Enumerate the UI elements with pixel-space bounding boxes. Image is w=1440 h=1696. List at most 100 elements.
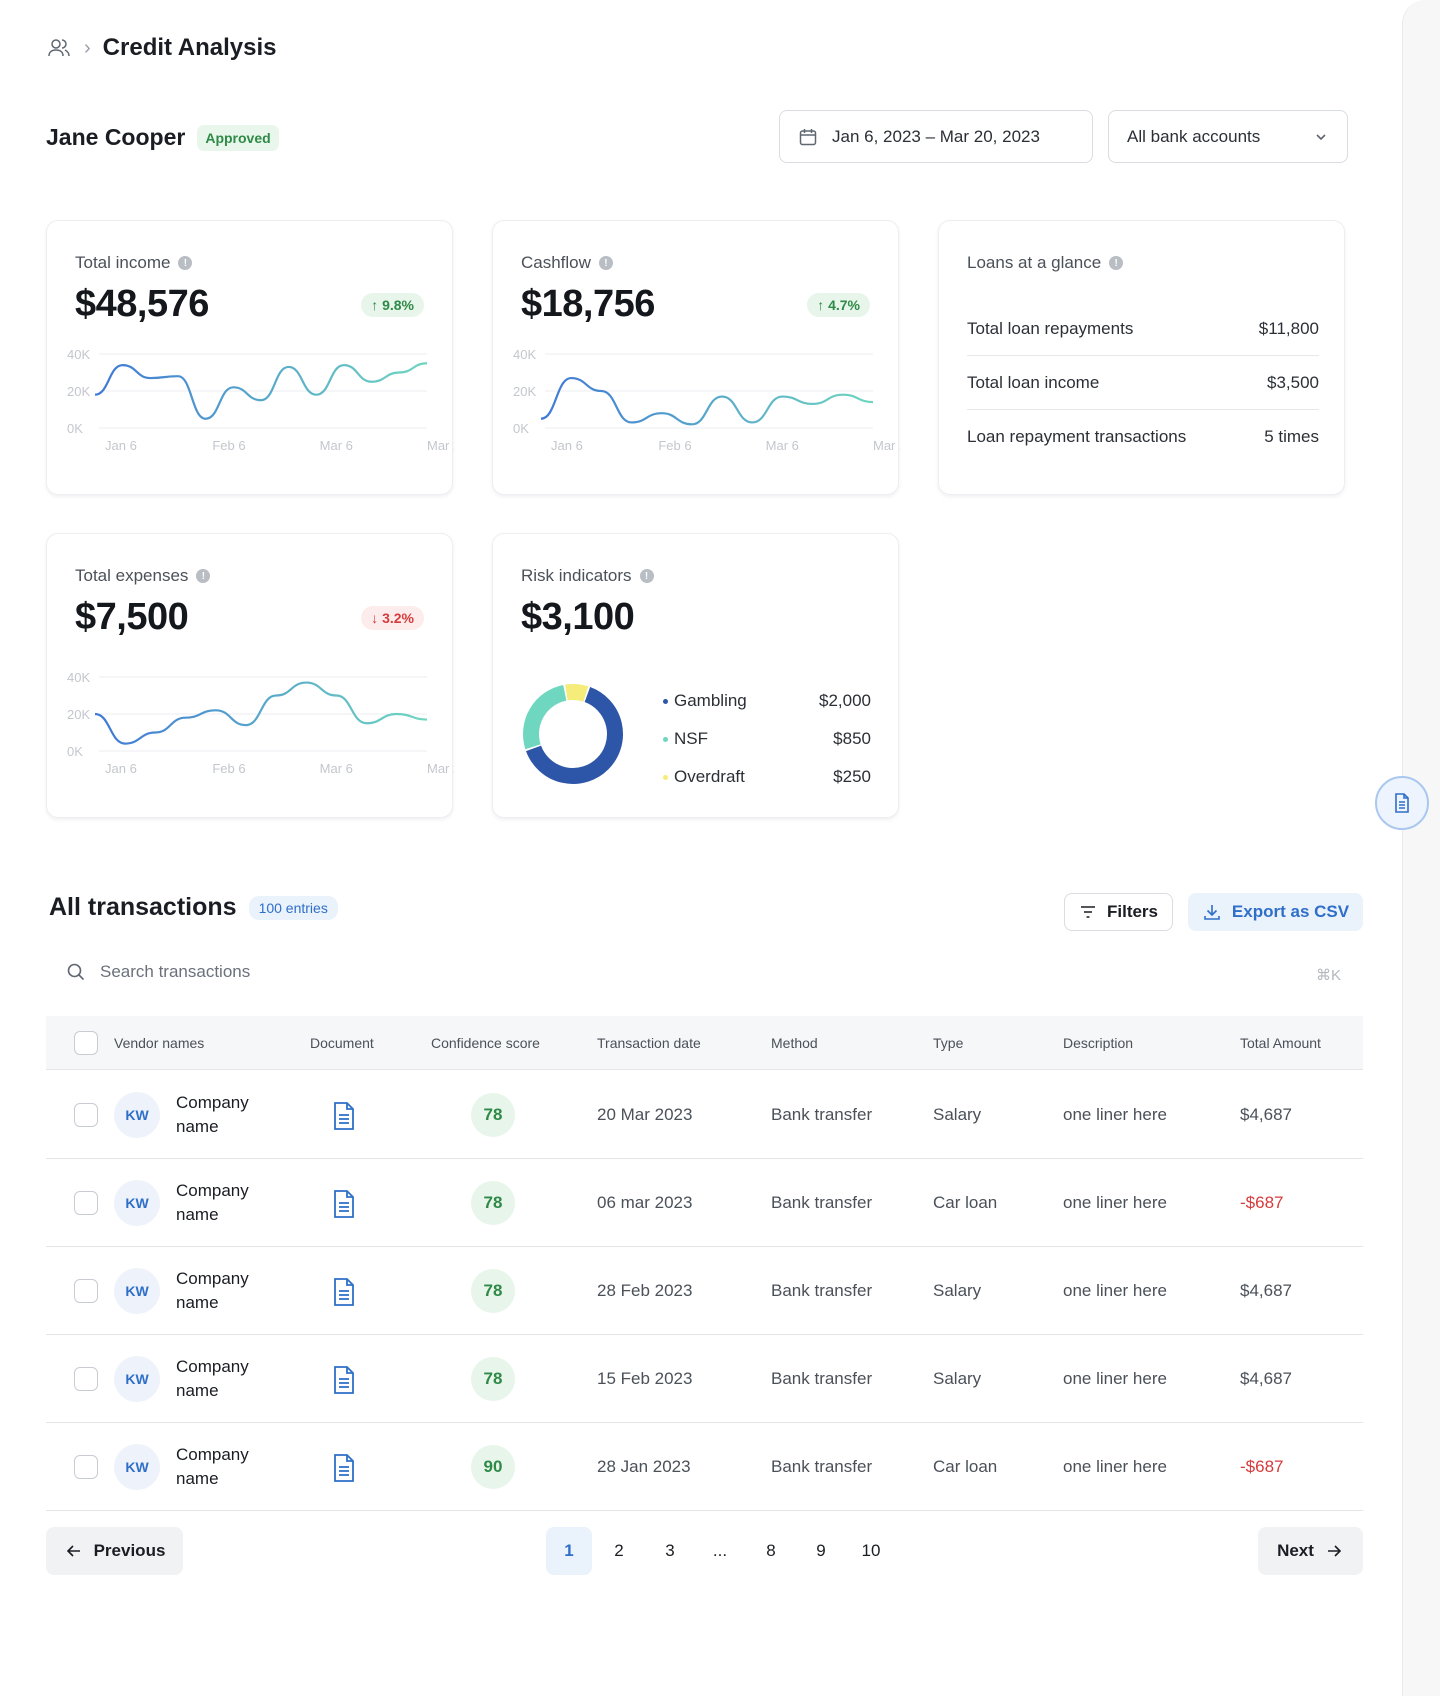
row-checkbox[interactable] <box>74 1103 98 1127</box>
risk-indicators-card: Risk indicators! $3,100 Gambling $2,000 N… <box>492 533 899 818</box>
x-tick-label: Jan 6 <box>105 438 137 453</box>
info-icon[interactable]: ! <box>178 256 193 270</box>
confidence-score: 90 <box>471 1445 515 1489</box>
table-row[interactable]: KW Company name 78 15 Feb 2023 Bank transfer… <box>46 1335 1363 1423</box>
col-confidence[interactable]: Confidence score <box>431 1035 540 1051</box>
donut-slice-nsf <box>523 684 567 750</box>
col-method[interactable]: Method <box>771 1035 818 1051</box>
avatar: KW <box>114 1092 160 1138</box>
info-icon[interactable]: ! <box>598 256 613 270</box>
info-icon[interactable]: ! <box>639 569 654 583</box>
page-9[interactable]: 9 <box>816 1541 826 1560</box>
page-8[interactable]: 8 <box>766 1541 776 1560</box>
page-1[interactable]: 1 <box>546 1527 592 1575</box>
y-tick-label: 0K <box>67 421 83 436</box>
x-tick-label: Mar 6 <box>766 438 799 453</box>
total-income-label: Total income! <box>75 253 193 273</box>
divider <box>967 355 1319 356</box>
col-amount[interactable]: Total Amount <box>1240 1035 1321 1051</box>
date-range-label: Jan 6, 2023 – Mar 20, 2023 <box>832 126 1040 146</box>
row-checkbox[interactable] <box>74 1279 98 1303</box>
series-line <box>540 376 874 426</box>
vendor-name: Company name <box>176 1093 249 1136</box>
total-amount: -$687 <box>1240 1193 1284 1212</box>
type: Car loan <box>933 1457 998 1476</box>
search-placeholder: Search transactions <box>100 962 251 981</box>
col-type[interactable]: Type <box>933 1035 964 1051</box>
legend-overdraft: Overdraft $250 <box>663 767 871 787</box>
series-line <box>94 681 428 745</box>
document-panel-button[interactable] <box>1375 776 1429 830</box>
method: Bank transfer <box>771 1281 873 1300</box>
x-tick-label: Jan 6 <box>551 438 583 453</box>
info-icon[interactable]: ! <box>196 569 211 583</box>
chevron-down-icon <box>1316 133 1326 140</box>
document-icon[interactable] <box>330 1277 358 1312</box>
previous-page-button[interactable]: Previous <box>46 1527 183 1575</box>
table-row[interactable]: KW Company name 90 28 Jan 2023 Bank transfer… <box>46 1423 1363 1511</box>
cashflow-value: $18,756 <box>521 283 655 325</box>
total-amount: -$687 <box>1240 1457 1284 1476</box>
transaction-date: 28 Feb 2023 <box>597 1281 693 1300</box>
search-input[interactable]: Search transactions <box>66 962 250 982</box>
avatar: KW <box>114 1444 160 1490</box>
x-tick-label: Mar 20 <box>873 438 900 453</box>
document-icon[interactable] <box>330 1365 358 1400</box>
col-document[interactable]: Document <box>310 1035 374 1051</box>
total-expenses-label: Total expenses! <box>75 566 211 586</box>
document-icon[interactable] <box>330 1453 358 1488</box>
confidence-score: 78 <box>471 1181 515 1225</box>
method: Bank transfer <box>771 1105 873 1124</box>
total-amount: $4,687 <box>1240 1281 1292 1300</box>
donut-slice-gambling <box>526 687 623 784</box>
filters-button[interactable]: Filters <box>1064 893 1173 931</box>
transaction-date: 28 Jan 2023 <box>597 1457 691 1476</box>
total-expenses-trend: ↓ 3.2% <box>361 606 424 630</box>
page-3[interactable]: 3 <box>665 1541 675 1560</box>
table-row[interactable]: KW Company name 78 28 Feb 2023 Bank transfer… <box>46 1247 1363 1335</box>
download-icon <box>1204 905 1220 920</box>
transactions-title: All transactions <box>49 893 237 921</box>
chevron-right-icon: › <box>84 36 91 59</box>
y-tick-label: 0K <box>513 421 529 436</box>
transactions-header: All transactions 100 entries <box>49 893 338 922</box>
col-date[interactable]: Transaction date <box>597 1035 701 1051</box>
page-2[interactable]: 2 <box>614 1541 624 1560</box>
next-page-button[interactable]: Next <box>1258 1527 1363 1575</box>
applicant-header: Jane Cooper Approved <box>46 124 279 151</box>
col-vendor[interactable]: Vendor names <box>114 1035 205 1051</box>
col-description[interactable]: Description <box>1063 1035 1134 1051</box>
loan-row-transactions: Loan repayment transactions 5 times <box>967 427 1319 446</box>
x-tick-label: Mar 6 <box>320 761 353 776</box>
total-amount: $4,687 <box>1240 1369 1292 1388</box>
row-checkbox[interactable] <box>74 1191 98 1215</box>
page-title: Credit Analysis <box>102 34 277 61</box>
x-tick-label: Mar 6 <box>320 438 353 453</box>
x-tick-label: Mar 20 <box>427 438 454 453</box>
calendar-icon <box>799 128 817 145</box>
y-tick-label: 40K <box>67 670 90 685</box>
vendor-name: Company name <box>176 1269 249 1312</box>
bank-account-select[interactable]: All bank accounts <box>1108 110 1348 163</box>
date-range-picker[interactable]: Jan 6, 2023 – Mar 20, 2023 <box>779 110 1093 163</box>
users-icon[interactable] <box>46 35 72 61</box>
total-income-card: Total income! $48,576 ↑ 9.8% 40K 20K 0K Jan… <box>46 220 454 495</box>
row-checkbox[interactable] <box>74 1367 98 1391</box>
legend-dot <box>663 775 668 781</box>
row-checkbox[interactable] <box>74 1455 98 1479</box>
page-10[interactable]: 10 <box>861 1541 881 1560</box>
confidence-score: 78 <box>471 1093 515 1137</box>
document-icon[interactable] <box>330 1101 358 1136</box>
loans-label: Loans at a glance! <box>967 253 1124 273</box>
info-icon[interactable]: ! <box>1109 256 1124 270</box>
total-income-value: $48,576 <box>75 283 209 325</box>
export-csv-button[interactable]: Export as CSV <box>1188 893 1363 931</box>
document-icon[interactable] <box>330 1189 358 1224</box>
table-row[interactable]: KW Company name 78 06 mar 2023 Bank transfer… <box>46 1159 1363 1247</box>
search-shortcut: ⌘K <box>1316 967 1342 984</box>
table-row[interactable]: KW Company name 78 20 Mar 2023 Bank transfer… <box>46 1071 1363 1159</box>
vendor-name: Company name <box>176 1357 249 1400</box>
loans-card: Loans at a glance! Total loan repayments… <box>938 220 1345 495</box>
type: Car loan <box>933 1193 998 1212</box>
select-all-checkbox[interactable] <box>74 1031 98 1055</box>
